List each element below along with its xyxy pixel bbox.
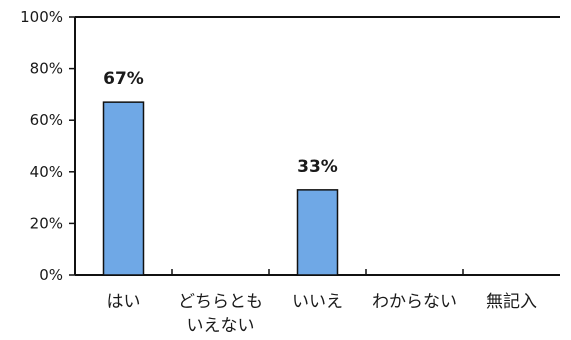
bar (102, 101, 145, 276)
y-tick-label: 20% (30, 214, 63, 232)
data-label: 67% (103, 69, 144, 89)
x-tick-label: いいえ (292, 292, 343, 312)
y-tick-label: 60% (30, 111, 63, 129)
x-tick-label-line: いえない (187, 316, 255, 336)
bars (102, 101, 339, 276)
y-tick-label: 80% (30, 60, 63, 78)
x-tick-label: 無記入 (486, 292, 537, 312)
x-tick-label-line: いいえ (292, 292, 343, 312)
x-tick-label-line: わからない (372, 292, 457, 312)
x-tick-label: はい (107, 292, 141, 312)
data-labels: 67% 33% (103, 69, 338, 177)
data-label: 33% (297, 157, 338, 177)
x-tick-label-line: 無記入 (486, 292, 537, 312)
x-tick-label: どちらともいえない (178, 292, 263, 336)
y-tick-label: 100% (20, 8, 63, 26)
y-tick-label: 0% (39, 266, 63, 284)
y-axis: 0% 20% 40% 60% 80% 100% (20, 8, 75, 284)
x-tick-label-line: はい (107, 292, 141, 312)
x-tick-label: わからない (372, 292, 457, 312)
x-axis: はい どちらともいえない いいえ わからない 無記入 (107, 292, 538, 336)
x-tick-label-line: どちらとも (178, 292, 263, 312)
bar (296, 189, 339, 276)
y-tick-label: 40% (30, 163, 63, 181)
